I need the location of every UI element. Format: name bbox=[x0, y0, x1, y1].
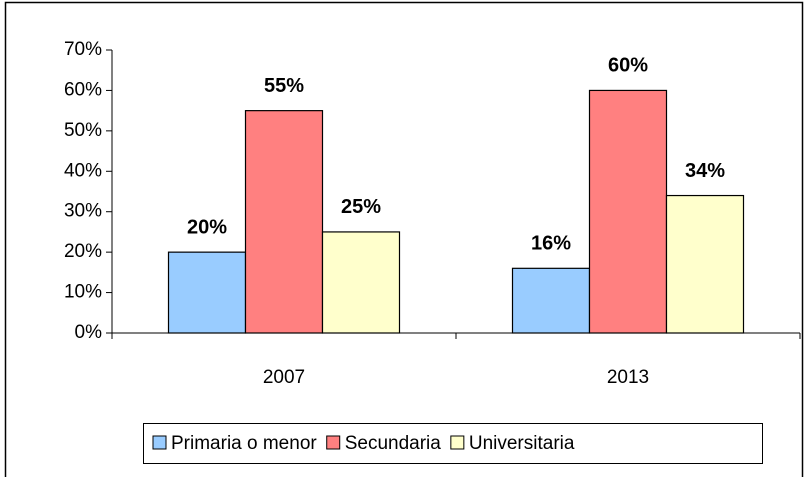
value-label: 34% bbox=[685, 160, 725, 182]
y-tick-label: 70% bbox=[64, 39, 102, 60]
y-tick-label: 20% bbox=[64, 241, 102, 262]
bar bbox=[321, 231, 401, 334]
x-tick-label: 2007 bbox=[263, 367, 305, 388]
legend-swatch bbox=[152, 435, 167, 450]
y-tick-label: 60% bbox=[64, 79, 102, 100]
value-label: 20% bbox=[187, 216, 227, 238]
value-label: 55% bbox=[264, 75, 304, 97]
bar bbox=[511, 267, 591, 334]
legend-swatch bbox=[326, 435, 341, 450]
legend-swatch bbox=[450, 435, 465, 450]
y-tick-label: 0% bbox=[75, 322, 103, 343]
bar bbox=[588, 89, 668, 334]
legend-label: Universitaria bbox=[469, 433, 575, 454]
bar bbox=[167, 251, 247, 334]
value-label: 25% bbox=[341, 196, 381, 218]
legend-label: Secundaria bbox=[345, 433, 442, 454]
bar bbox=[665, 194, 745, 334]
y-tick-label: 50% bbox=[64, 120, 102, 141]
value-label: 60% bbox=[608, 55, 648, 77]
y-tick-label: 40% bbox=[64, 160, 102, 181]
bar bbox=[244, 110, 324, 334]
value-label: 16% bbox=[531, 233, 571, 255]
y-tick-label: 10% bbox=[64, 282, 102, 303]
y-tick-label: 30% bbox=[64, 201, 102, 222]
x-tick-label: 2013 bbox=[607, 367, 649, 388]
legend-label: Primaria o menor bbox=[171, 433, 317, 454]
